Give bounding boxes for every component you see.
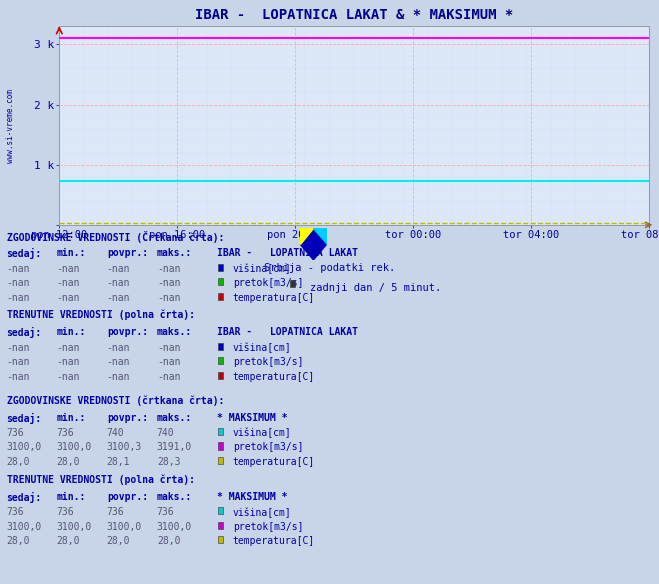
Text: 28,0: 28,0 — [7, 457, 30, 467]
Text: 3100,0: 3100,0 — [107, 522, 142, 532]
Text: TRENUTNE VREDNOSTI (polna črta):: TRENUTNE VREDNOSTI (polna črta): — [7, 474, 194, 485]
Text: -nan: -nan — [157, 278, 181, 288]
Text: -nan: -nan — [57, 264, 80, 274]
Text: -nan: -nan — [107, 278, 130, 288]
Text: višina[cm]: višina[cm] — [233, 428, 291, 439]
Text: 3100,0: 3100,0 — [7, 443, 42, 453]
Text: 736: 736 — [7, 507, 24, 517]
Text: pretok[m3/s]: pretok[m3/s] — [233, 443, 303, 453]
Text: -nan: -nan — [7, 343, 30, 353]
Text: 28,0: 28,0 — [107, 536, 130, 546]
Text: 736: 736 — [107, 507, 125, 517]
Text: 736: 736 — [7, 428, 24, 438]
Polygon shape — [300, 228, 327, 260]
Text: maks.:: maks.: — [157, 492, 192, 502]
Text: -nan: -nan — [107, 264, 130, 274]
Text: 740: 740 — [107, 428, 125, 438]
Text: temperatura[C]: temperatura[C] — [233, 293, 315, 303]
Text: -nan: -nan — [57, 343, 80, 353]
Text: višina[cm]: višina[cm] — [233, 507, 291, 518]
Text: -nan: -nan — [7, 357, 30, 367]
Text: povpr.:: povpr.: — [107, 248, 148, 258]
Text: 3191,0: 3191,0 — [157, 443, 192, 453]
Text: višina[cm]: višina[cm] — [233, 343, 291, 353]
Text: 28,3: 28,3 — [157, 457, 181, 467]
Text: IBAR -   LOPATNICA LAKAT: IBAR - LOPATNICA LAKAT — [217, 248, 358, 258]
Title: IBAR -  LOPATNICA LAKAT & * MAKSIMUM *: IBAR - LOPATNICA LAKAT & * MAKSIMUM * — [195, 8, 513, 22]
Text: -nan: -nan — [157, 293, 181, 303]
Text: ZGODOVINSKE VREDNOSTI (Črtkana črta):: ZGODOVINSKE VREDNOSTI (Črtkana črta): — [7, 231, 224, 243]
Text: min.:: min.: — [57, 328, 86, 338]
Text: pretok[m3/s]: pretok[m3/s] — [233, 522, 303, 532]
Text: 28,0: 28,0 — [157, 536, 181, 546]
Text: 28,0: 28,0 — [7, 536, 30, 546]
Text: temperatura[C]: temperatura[C] — [233, 372, 315, 382]
Text: 736: 736 — [57, 428, 74, 438]
Text: -nan: -nan — [57, 357, 80, 367]
Text: -nan: -nan — [7, 372, 30, 382]
Text: -nan: -nan — [107, 372, 130, 382]
Text: ZGODOVINSKE VREDNOSTI (črtkana črta):: ZGODOVINSKE VREDNOSTI (črtkana črta): — [7, 395, 224, 405]
Text: -nan: -nan — [7, 278, 30, 288]
Text: -nan: -nan — [107, 343, 130, 353]
Text: min.:: min.: — [57, 492, 86, 502]
Text: IBAR -   LOPATNICA LAKAT: IBAR - LOPATNICA LAKAT — [217, 328, 358, 338]
Text: -nan: -nan — [57, 372, 80, 382]
Text: sedaj:: sedaj: — [7, 492, 42, 503]
Text: temperatura[C]: temperatura[C] — [233, 536, 315, 546]
Text: * MAKSIMUM *: * MAKSIMUM * — [217, 412, 287, 423]
Text: 3100,0: 3100,0 — [57, 443, 92, 453]
Text: višina[cm]: višina[cm] — [233, 264, 291, 274]
Text: sedaj:: sedaj: — [7, 412, 42, 423]
Text: zadnji dan / 5 minut.: zadnji dan / 5 minut. — [310, 283, 441, 293]
Text: -nan: -nan — [157, 264, 181, 274]
Text: temperatura[C]: temperatura[C] — [233, 457, 315, 467]
Text: povpr.:: povpr.: — [107, 492, 148, 502]
Text: -nan: -nan — [157, 357, 181, 367]
Text: -nan: -nan — [157, 343, 181, 353]
Polygon shape — [300, 228, 314, 244]
Text: 28,1: 28,1 — [107, 457, 130, 467]
Text: pretok[m3/s]: pretok[m3/s] — [233, 357, 303, 367]
Text: -nan: -nan — [57, 278, 80, 288]
Text: Srbija - podatki rek.: Srbija - podatki rek. — [264, 263, 395, 273]
Polygon shape — [314, 228, 327, 244]
Text: -nan: -nan — [107, 293, 130, 303]
Text: 3100,0: 3100,0 — [7, 522, 42, 532]
Text: 740: 740 — [157, 428, 175, 438]
Text: 3100,0: 3100,0 — [157, 522, 192, 532]
Text: min.:: min.: — [57, 248, 86, 258]
Text: maks.:: maks.: — [157, 328, 192, 338]
Text: www.si-vreme.com: www.si-vreme.com — [6, 89, 15, 162]
Text: 3100,0: 3100,0 — [57, 522, 92, 532]
Text: povpr.:: povpr.: — [107, 328, 148, 338]
Text: sedaj:: sedaj: — [7, 328, 42, 339]
Text: -nan: -nan — [157, 372, 181, 382]
Text: TRENUTNE VREDNOSTI (polna črta):: TRENUTNE VREDNOSTI (polna črta): — [7, 310, 194, 321]
Text: 28,0: 28,0 — [57, 536, 80, 546]
Text: -nan: -nan — [7, 264, 30, 274]
Text: min.:: min.: — [57, 412, 86, 423]
Text: * MAKSIMUM *: * MAKSIMUM * — [217, 492, 287, 502]
Text: -nan: -nan — [107, 357, 130, 367]
Text: 28,0: 28,0 — [57, 457, 80, 467]
Text: 736: 736 — [157, 507, 175, 517]
Text: maks.:: maks.: — [157, 248, 192, 258]
Text: maks.:: maks.: — [157, 412, 192, 423]
Text: -nan: -nan — [57, 293, 80, 303]
Text: sedaj:: sedaj: — [7, 248, 42, 259]
Text: pretok[m3/s]: pretok[m3/s] — [233, 278, 303, 288]
Text: 3100,3: 3100,3 — [107, 443, 142, 453]
Text: povpr.:: povpr.: — [107, 412, 148, 423]
Text: -nan: -nan — [7, 293, 30, 303]
Text: 736: 736 — [57, 507, 74, 517]
